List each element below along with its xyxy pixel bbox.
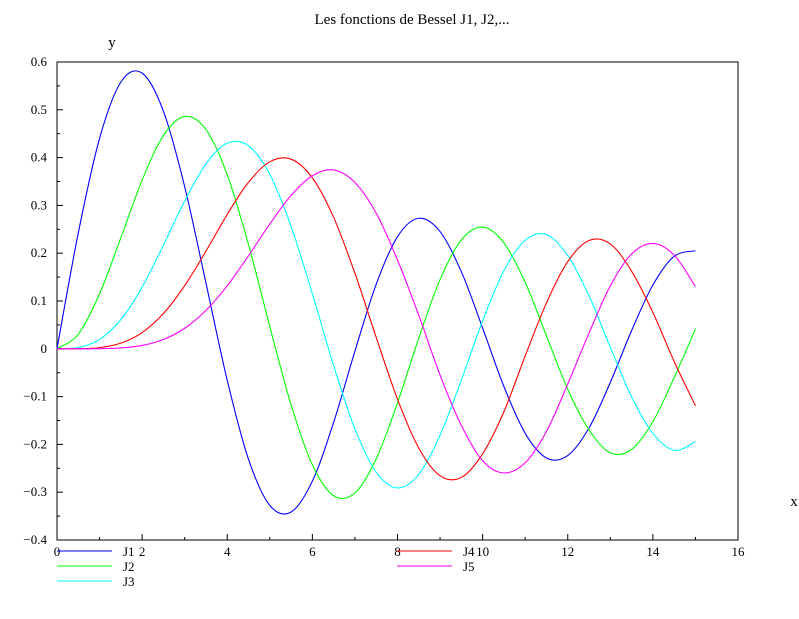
series-line-j2 (56, 115, 696, 500)
chart-title: Les fonctions de Bessel J1, J2,... (315, 12, 510, 28)
x-tick-label: 2 (139, 544, 146, 559)
x-tick-label: 16 (732, 544, 746, 559)
plot-frame (56, 61, 739, 541)
x-tick-label: 6 (309, 544, 316, 559)
legend-label-j4: J4 (463, 544, 475, 559)
legend-label-j2: J2 (123, 559, 135, 574)
plot-border (56, 61, 739, 541)
y-tick-label: −0.2 (23, 436, 47, 451)
y-tick-label: 0.5 (31, 102, 47, 117)
y-axis-ticks: −0.4 −0.3 −0.2 −0.1 0 0.1 0.2 0.3 0.4 0.5 0.6 (23, 54, 63, 547)
x-tick-label: 10 (476, 544, 489, 559)
x-tick-label: 12 (561, 544, 574, 559)
y-tick-label: 0.3 (31, 197, 47, 212)
x-tick-label: 4 (224, 544, 231, 559)
x-axis-ticks: 0246810121416 (54, 534, 745, 559)
y-tick-label: 0.2 (31, 245, 47, 260)
legend-label-j3: J3 (123, 574, 135, 589)
series-lines (56, 70, 696, 515)
series-line-j4 (56, 157, 696, 481)
x-axis-label: x (790, 494, 798, 510)
y-tick-label: −0.1 (23, 389, 47, 404)
x-tick-label: 14 (646, 544, 660, 559)
y-tick-label: 0 (41, 341, 48, 356)
y-axis-label: y (108, 35, 116, 51)
y-tick-label: −0.3 (23, 484, 47, 499)
y-tick-label: 0.1 (31, 293, 47, 308)
y-tick-label: 0.4 (31, 150, 48, 165)
series-line-j5 (56, 169, 696, 474)
y-tick-label: 0.6 (31, 54, 48, 69)
legend-label-j5: J5 (463, 559, 475, 574)
series-line-j3 (56, 140, 696, 489)
series-line-j1 (56, 70, 696, 515)
legend-label-j1: J1 (123, 544, 135, 559)
y-tick-label: −0.4 (23, 532, 47, 547)
